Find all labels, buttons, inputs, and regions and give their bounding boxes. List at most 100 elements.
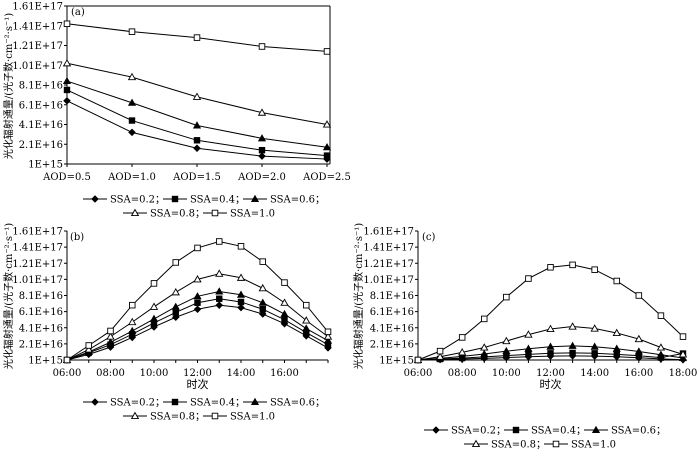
panel-label: (b) [70,232,84,243]
series-ssa-0-4 [63,86,331,159]
chart-panel-c: 1.61E+17 1.41E+17 1.21E+17 1.01E+17 8.1E+16 6… [352,223,697,451]
y-tick-label: 2.1E+16 [19,339,63,350]
y-tick-label: 1.21E+17 [12,41,63,52]
data-point [634,334,644,343]
series-ssa-0-6 [62,287,333,364]
data-point [215,238,223,245]
legend-label: SSA=0.8； [491,440,546,451]
data-point [546,324,555,333]
series-ssa-0-6 [62,76,332,151]
data-point [568,322,577,330]
x-tick-label: 08:00 [448,368,477,379]
data-point [635,292,643,299]
legend-label: SSA=0.2； [110,398,165,409]
data-point [302,316,311,324]
data-point [414,356,422,364]
data-point [258,146,266,154]
data-point [258,310,267,318]
data-point [193,137,201,144]
data-point [525,275,532,282]
legend-marker [211,412,219,420]
data-point [546,342,555,350]
data-point [323,152,331,159]
legend-label: SSA=0.6； [270,195,325,206]
data-point [237,303,245,312]
y-tick-label: 1.01E+17 [12,275,63,286]
legend-entry: SSA=0.8； [123,412,205,423]
legend-marker [432,426,440,434]
legend-entry: SSA=0.6； [243,195,325,206]
data-point [458,352,467,360]
y-tick-label: 1E+15 [379,356,414,367]
data-point [172,259,179,266]
data-point [194,244,201,252]
y-tick-label: 1.41E+17 [12,243,63,254]
data-point [257,134,267,142]
data-point [436,347,444,355]
data-point [324,328,332,336]
data-point [322,143,332,151]
data-point [258,152,266,160]
chart-panel-a: 1.61E+17 1.41E+17 1.21E+17 1.01E+17 8.1E+16 6… [2,2,351,220]
data-point [678,353,688,361]
data-point [435,352,445,360]
y-tick-label: 1.01E+17 [12,61,63,72]
series-ssa-1-0 [63,20,331,55]
x-tick-label: 16:00 [270,368,299,379]
data-point [62,58,72,67]
y-tick-label: 6.1E+16 [370,307,414,318]
data-point [192,92,202,100]
y-tick-label: 1E+15 [28,356,63,367]
legend-marker [171,398,179,406]
panel-label: (c) [422,232,436,243]
data-point [171,302,180,310]
data-point [193,144,201,152]
data-point [258,283,267,292]
legend-entry: SSA=0.2； [83,398,165,409]
legend-marker [211,209,219,217]
data-point [127,72,137,81]
legend-entry: SSA=0.2； [83,195,165,206]
data-point [259,306,266,313]
x-tick-label: 08:00 [96,368,125,379]
legend: SSA=0.2； SSA=0.4； SSA=0.6； SSA=0.8； SSA=1.0 [83,398,325,423]
data-point [281,316,288,323]
data-point [480,349,489,357]
data-point [127,98,137,106]
data-point [590,342,599,350]
data-point [128,326,137,334]
y-axis-label: 光化辐射通量/(光子数·cm⁻²·s⁻¹) [352,223,365,369]
data-point [128,117,136,124]
data-point [193,275,202,283]
data-point [149,302,159,310]
y-tick-label: 1.61E+17 [363,227,414,238]
legend-entry: SSA=0.4； [163,398,245,409]
data-point [656,350,666,358]
data-point [128,301,136,309]
legend-marker [512,426,520,434]
series-ssa-0-8 [62,58,332,128]
data-point [192,121,202,129]
y-axis-label: 光化辐射通量/(光子数·cm⁻²·s⁻¹) [2,13,15,159]
data-point [525,351,532,358]
data-point [107,327,114,335]
legend-entry: SSA=0.8； [123,209,205,220]
data-point [569,261,576,269]
data-point [236,290,246,298]
data-point [150,280,158,287]
y-tick-label: 6.1E+16 [19,307,63,318]
legend-label: SSA=0.8； [150,412,205,423]
data-point [258,43,266,50]
data-point [216,295,223,302]
legend: SSA=0.2； SSA=0.4； SSA=0.6； SSA=0.8； SSA=1.0 [83,195,325,220]
data-point [547,264,554,271]
data-point [591,266,598,273]
data-point [257,108,267,116]
legend-marker [591,425,601,434]
data-point [237,298,245,306]
legend-entry: SSA=0.6； [584,426,666,437]
data-point [634,347,643,355]
y-tick-label: 1.61E+17 [12,2,63,13]
legend-label: SSA=0.2； [451,426,506,437]
